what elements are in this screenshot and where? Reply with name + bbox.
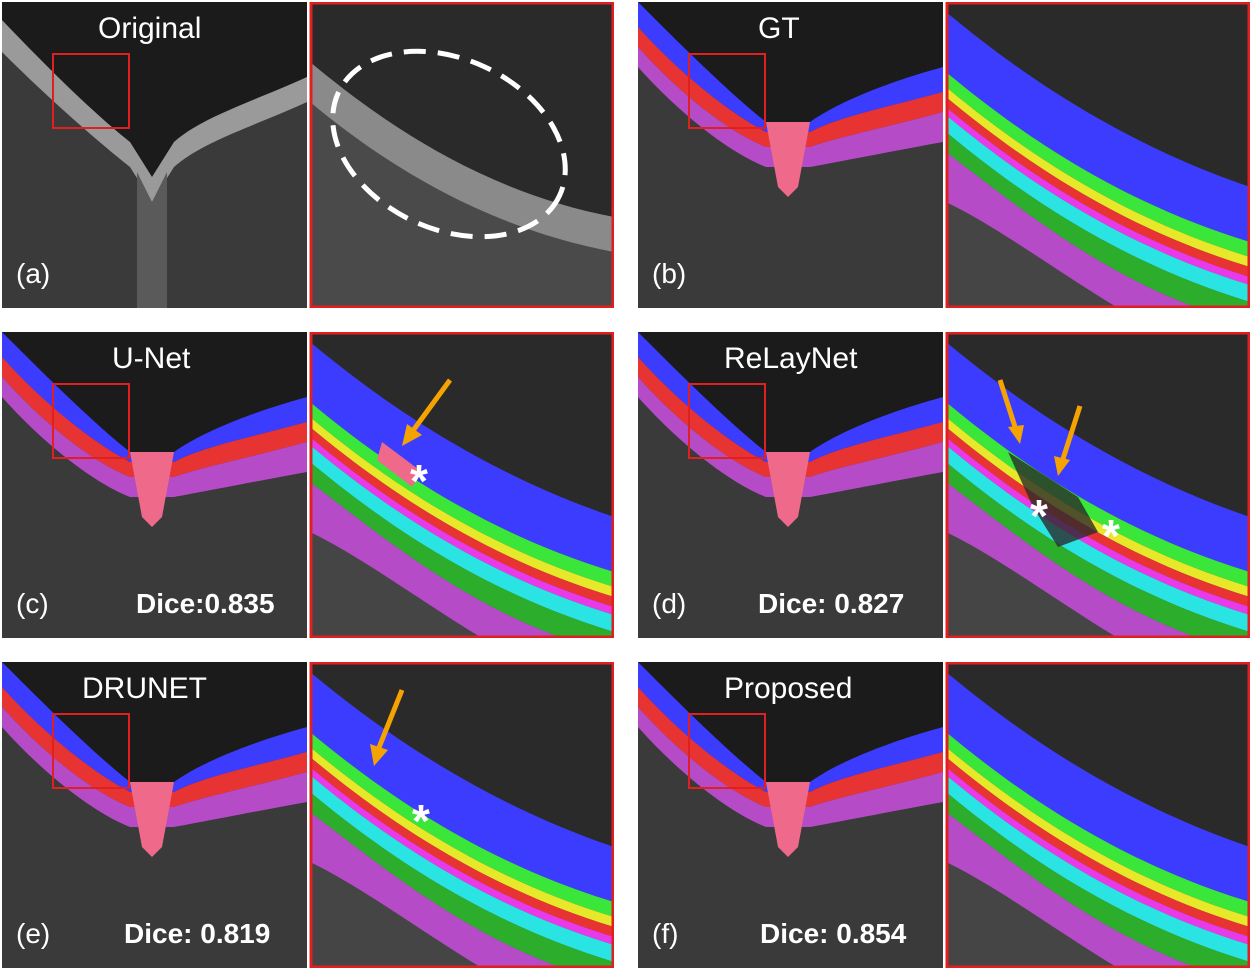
panel-c: * U-Net (c) Dice:0.835 (2, 332, 614, 638)
dice-score: Dice:0.835 (136, 588, 275, 619)
panel-title: Proposed (724, 672, 853, 705)
panel-letter: (d) (652, 588, 687, 619)
segmentation-image-b (638, 2, 1250, 308)
segmentation-image-e: * (2, 662, 614, 968)
panel-title: Original (98, 12, 202, 45)
panel-e: * DRUNET (e) Dice: 0.819 (2, 662, 614, 968)
asterisk-icon: * (412, 795, 430, 847)
arrow-icon (997, 379, 1024, 444)
asterisk-icon: * (410, 455, 428, 507)
panel-b: GT (b) (638, 2, 1250, 308)
panel-d: * * ReLayNet (d) Dice: 0.827 (638, 332, 1250, 638)
panel-f: Proposed (f) Dice: 0.854 (638, 662, 1250, 968)
panel-title: ReLayNet (724, 342, 858, 375)
panel-title: U-Net (112, 342, 191, 375)
segmentation-image-d: * * (638, 332, 1250, 638)
panel-a: Original (a) (2, 2, 614, 308)
panel-letter: (b) (652, 258, 687, 289)
segmentation-image-c: * (2, 332, 614, 638)
panel-title: DRUNET (82, 672, 207, 705)
oct-image-a (2, 2, 614, 308)
arrow-icon (402, 378, 453, 446)
asterisk-icon: * (1030, 490, 1048, 542)
panel-title: GT (758, 12, 800, 45)
panel-letter: (c) (16, 588, 49, 619)
panel-letter: (f) (652, 918, 679, 949)
arrow-icon (1054, 405, 1083, 476)
arrow-icon (370, 689, 405, 766)
dice-score: Dice: 0.819 (124, 918, 271, 949)
segmentation-image-f (638, 662, 1250, 968)
dice-score: Dice: 0.827 (758, 588, 905, 619)
dice-score: Dice: 0.854 (760, 918, 907, 949)
asterisk-icon: * (1102, 510, 1120, 562)
panel-letter: (e) (16, 918, 51, 949)
panel-letter: (a) (16, 258, 51, 289)
